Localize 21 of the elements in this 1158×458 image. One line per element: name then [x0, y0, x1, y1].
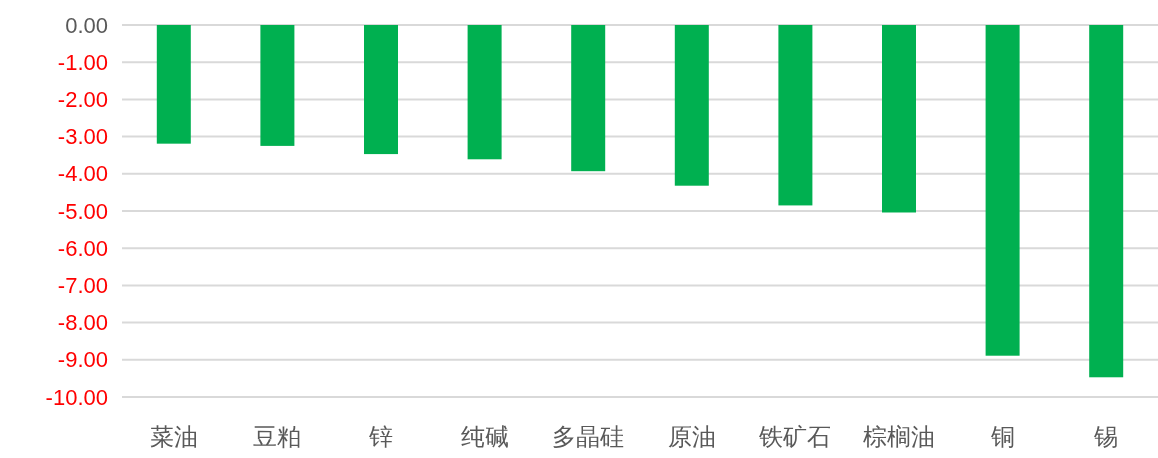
- x-tick-label: 多晶硅: [552, 422, 625, 450]
- x-tick-label: 原油: [667, 422, 716, 450]
- y-tick-label: -9.00: [57, 347, 108, 373]
- x-tick-label: 锡: [1093, 422, 1119, 450]
- x-tick-label: 菜油: [149, 422, 198, 450]
- y-tick-label: -10.00: [45, 384, 108, 410]
- y-tick-label: -6.00: [57, 235, 108, 261]
- x-tick-label: 铜: [989, 422, 1015, 450]
- y-tick-label: -5.00: [57, 198, 108, 224]
- y-tick-label: -3.00: [57, 124, 108, 150]
- y-tick-label: -1.00: [57, 49, 108, 75]
- x-tick-label: 纯碱: [460, 422, 509, 450]
- y-tick-label: -2.00: [57, 86, 108, 112]
- y-tick-label: 0.00: [65, 12, 108, 38]
- x-tick-label: 棕榈油: [863, 422, 935, 450]
- x-tick-label: 铁矿石: [758, 422, 832, 450]
- x-tick-label: 豆粕: [253, 422, 302, 450]
- y-tick-label: -4.00: [57, 161, 108, 187]
- x-tick-label: 锌: [368, 422, 393, 450]
- y-tick-label: -7.00: [57, 272, 108, 298]
- y-tick-label: -8.00: [57, 310, 108, 336]
